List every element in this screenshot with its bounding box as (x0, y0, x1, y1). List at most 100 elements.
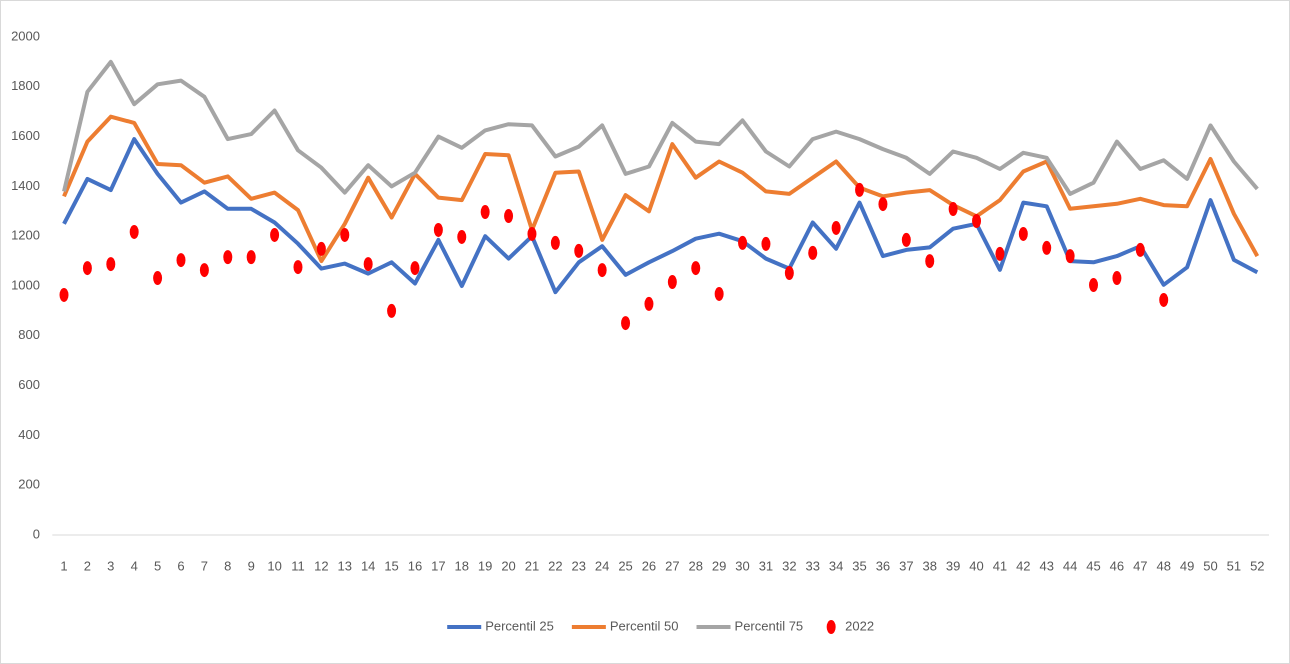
x-tick-label: 14 (361, 558, 375, 573)
y-tick-label: 1200 (11, 228, 40, 243)
data-point (597, 263, 607, 278)
x-tick-label: 51 (1227, 558, 1241, 573)
x-tick-label: 36 (876, 558, 890, 573)
x-tick-label: 29 (712, 558, 726, 573)
data-point (340, 227, 350, 242)
x-tick-label: 20 (501, 558, 515, 573)
legend-label: Percentil 25 (485, 618, 554, 633)
data-point (153, 271, 163, 286)
data-point (995, 246, 1005, 261)
data-point (901, 232, 911, 247)
data-point (1065, 249, 1075, 264)
y-tick-label: 600 (18, 377, 40, 392)
x-tick-label: 10 (267, 558, 281, 573)
x-tick-label: 18 (455, 558, 469, 573)
x-tick-label: 9 (248, 558, 255, 573)
data-point (1135, 242, 1145, 257)
legend: Percentil 25 Percentil 50 Percentil 75 2022 (447, 618, 874, 634)
x-tick-label: 32 (782, 558, 796, 573)
data-point (714, 286, 724, 301)
x-tick-label: 7 (201, 558, 208, 573)
x-tick-label: 47 (1133, 558, 1147, 573)
data-point (621, 316, 631, 331)
x-tick-label: 13 (338, 558, 352, 573)
data-point (106, 257, 116, 272)
x-tick-label: 34 (829, 558, 843, 573)
data-point (410, 261, 420, 276)
data-point (480, 205, 490, 220)
x-tick-label: 5 (154, 558, 161, 573)
x-tick-label: 21 (525, 558, 539, 573)
y-tick-label: 800 (18, 327, 40, 342)
series-line (62, 137, 1259, 295)
series-line (62, 59, 1259, 196)
data-point (738, 235, 748, 250)
x-tick-label: 26 (642, 558, 656, 573)
x-tick-label: 39 (946, 558, 960, 573)
x-tick-label: 44 (1063, 558, 1077, 573)
x-tick-label: 2 (84, 558, 91, 573)
x-tick-label: 40 (969, 558, 983, 573)
data-point (855, 182, 865, 197)
legend-item: 2022 (826, 618, 874, 634)
y-tick-label: 1800 (11, 78, 40, 93)
x-tick-label: 11 (291, 558, 305, 573)
data-point (574, 243, 584, 258)
x-tick-label: 46 (1110, 558, 1124, 573)
data-point (972, 214, 982, 229)
y-tick-label: 400 (18, 427, 40, 442)
data-point (644, 296, 654, 311)
data-point (504, 209, 514, 224)
x-tick-label: 50 (1203, 558, 1217, 573)
x-tick-label: 25 (618, 558, 632, 573)
data-point (199, 263, 209, 278)
legend-item: Percentil 75 (696, 618, 803, 633)
data-point (223, 250, 233, 265)
data-point (316, 241, 326, 256)
data-point (1112, 271, 1122, 286)
legend-item: Percentil 50 (571, 618, 679, 633)
data-point (691, 261, 701, 276)
legend-marker (826, 620, 836, 634)
x-tick-label: 15 (384, 558, 398, 573)
data-point (831, 220, 841, 235)
x-tick-label: 42 (1016, 558, 1030, 573)
x-tick-label: 37 (899, 558, 913, 573)
data-point (878, 197, 888, 212)
series-line (62, 114, 1260, 264)
x-tick-label: 33 (806, 558, 820, 573)
data-point (1159, 292, 1169, 307)
x-tick-label: 23 (572, 558, 586, 573)
data-point (761, 236, 771, 251)
x-tick-label: 43 (1039, 558, 1053, 573)
y-tick-label: 1400 (11, 178, 40, 193)
data-point (1089, 278, 1099, 293)
data-point (433, 222, 443, 237)
legend-item: Percentil 25 (447, 618, 554, 633)
legend-label: 2022 (845, 618, 874, 633)
data-point (129, 224, 139, 239)
y-tick-label: 1600 (11, 128, 40, 143)
x-tick-label: 6 (177, 558, 184, 573)
data-point (293, 260, 303, 275)
x-tick-label: 38 (922, 558, 936, 573)
y-tick-label: 200 (18, 477, 40, 492)
data-point (667, 275, 677, 290)
x-tick-label: 19 (478, 558, 492, 573)
data-point (925, 254, 935, 269)
data-point (457, 229, 467, 244)
legend-label: Percentil 50 (610, 618, 679, 633)
data-point (948, 202, 958, 217)
data-point (1042, 240, 1052, 255)
x-tick-label: 45 (1086, 558, 1100, 573)
data-point (59, 287, 69, 302)
data-point (550, 235, 560, 250)
data-point (270, 227, 280, 242)
data-point (527, 226, 537, 241)
data-point (82, 261, 92, 276)
x-tick-label: 22 (548, 558, 562, 573)
x-tick-label: 41 (993, 558, 1007, 573)
data-point (808, 245, 818, 260)
data-point (246, 250, 256, 265)
